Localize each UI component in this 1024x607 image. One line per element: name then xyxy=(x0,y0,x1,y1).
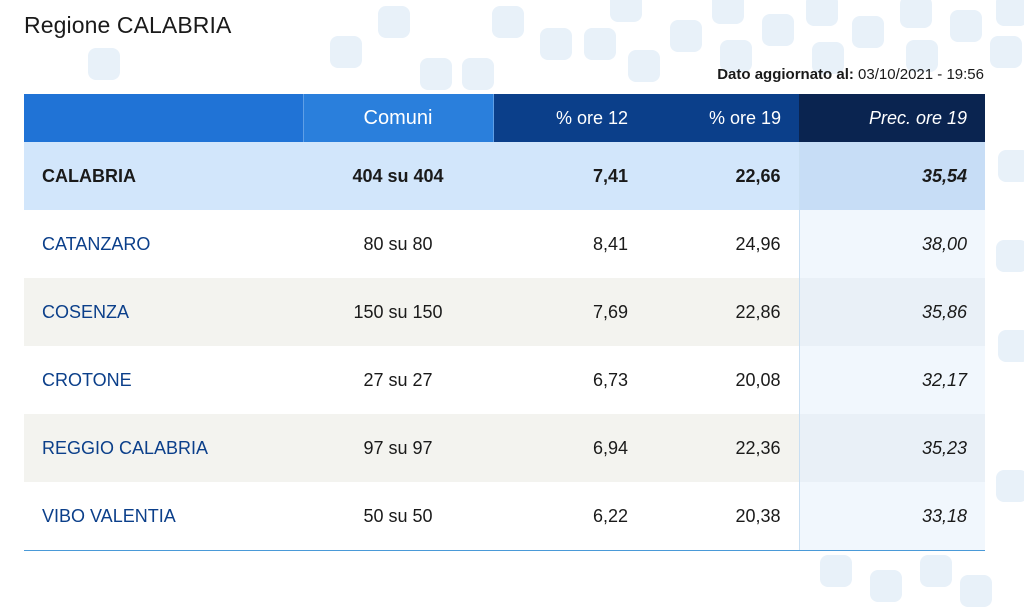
turnout-ore-19: 22,86 xyxy=(646,278,799,346)
province-link[interactable]: VIBO VALENTIA xyxy=(24,482,303,551)
table-header-row: Comuni % ore 12 % ore 19 Prec. ore 19 xyxy=(24,94,985,142)
comuni-count: 50 su 50 xyxy=(303,482,493,551)
previous-ore-19: 35,54 xyxy=(798,142,985,210)
header-comuni: Comuni xyxy=(302,94,493,142)
turnout-ore-19: 24,96 xyxy=(646,210,799,278)
turnout-ore-19: 20,08 xyxy=(646,346,799,414)
region-name: CALABRIA xyxy=(24,142,303,210)
last-updated-label: Dato aggiornato al: xyxy=(717,66,854,83)
previous-ore-19: 35,86 xyxy=(798,278,985,346)
comuni-count: 80 su 80 xyxy=(303,210,493,278)
turnout-ore-12: 7,69 xyxy=(493,278,646,346)
header-ore-19: % ore 19 xyxy=(646,94,799,142)
turnout-ore-19: 22,66 xyxy=(646,142,799,210)
table-row[interactable]: REGGIO CALABRIA 97 su 97 6,94 22,36 35,2… xyxy=(24,414,985,482)
page-title: Regione CALABRIA xyxy=(24,12,232,38)
table-row[interactable]: CROTONE 27 su 27 6,73 20,08 32,17 xyxy=(24,346,985,414)
table-row-total: CALABRIA 404 su 404 7,41 22,66 35,54 xyxy=(24,142,985,210)
turnout-ore-12: 6,94 xyxy=(493,414,646,482)
header-prec-ore-19: Prec. ore 19 xyxy=(799,94,985,142)
last-updated: Dato aggiornato al: 03/10/2021 - 19:56 xyxy=(717,66,984,83)
comuni-count: 97 su 97 xyxy=(303,414,493,482)
previous-ore-19: 35,23 xyxy=(798,414,985,482)
turnout-ore-19: 20,38 xyxy=(646,482,799,551)
turnout-ore-12: 8,41 xyxy=(493,210,646,278)
turnout-ore-12: 6,73 xyxy=(493,346,646,414)
turnout-ore-19: 22,36 xyxy=(646,414,799,482)
header-name xyxy=(24,94,303,142)
last-updated-value: 03/10/2021 - 19:56 xyxy=(858,66,984,83)
table-row[interactable]: CATANZARO 80 su 80 8,41 24,96 38,00 xyxy=(24,210,985,278)
comuni-count: 27 su 27 xyxy=(303,346,493,414)
province-link[interactable]: CROTONE xyxy=(24,346,303,414)
turnout-ore-12: 7,41 xyxy=(493,142,646,210)
previous-ore-19: 32,17 xyxy=(798,346,985,414)
header-ore-12: % ore 12 xyxy=(492,94,646,142)
previous-ore-19: 38,00 xyxy=(798,210,985,278)
province-link[interactable]: REGGIO CALABRIA xyxy=(24,414,303,482)
table-row[interactable]: COSENZA 150 su 150 7,69 22,86 35,86 xyxy=(24,278,985,346)
province-link[interactable]: CATANZARO xyxy=(24,210,303,278)
province-link[interactable]: COSENZA xyxy=(24,278,303,346)
table-row[interactable]: VIBO VALENTIA 50 su 50 6,22 20,38 33,18 xyxy=(24,482,985,551)
previous-ore-19: 33,18 xyxy=(798,482,985,551)
turnout-ore-12: 6,22 xyxy=(493,482,646,551)
comuni-count: 150 su 150 xyxy=(303,278,493,346)
comuni-count: 404 su 404 xyxy=(303,142,493,210)
turnout-table: Comuni % ore 12 % ore 19 Prec. ore 19 CA… xyxy=(24,94,985,551)
